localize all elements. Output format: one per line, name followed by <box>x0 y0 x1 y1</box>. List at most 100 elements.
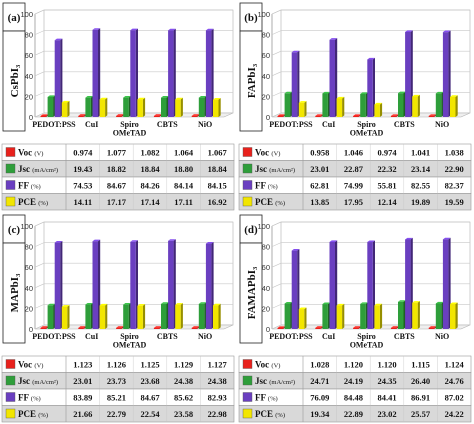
table-cell: 62.81 <box>310 181 329 191</box>
material-label: CsPbI₃ <box>9 64 21 97</box>
row-label-ff: FF (%) <box>18 393 41 403</box>
bar-ff <box>205 241 214 329</box>
row-label-pce: PCE (%) <box>18 197 48 207</box>
table-cell: 84.15 <box>208 181 227 191</box>
y-tick-label: 0 <box>29 325 33 334</box>
bar-jsc <box>161 302 169 329</box>
row-label-pce: PCE (%) <box>18 409 48 419</box>
category-label: CBTS <box>394 332 415 341</box>
row-label-voc: Voc (V) <box>18 360 43 370</box>
table-cell: 1.115 <box>411 360 430 370</box>
bar-jsc <box>360 92 368 117</box>
bar-pce <box>213 303 221 329</box>
table-cell: 84.26 <box>140 181 159 191</box>
bar-pce <box>412 94 420 117</box>
row-label-ff: FF (%) <box>18 181 41 191</box>
table-cell: 0.974 <box>377 148 397 158</box>
bar-jsc <box>123 95 131 117</box>
table-cell: 22.32 <box>377 164 396 174</box>
bar-ff <box>405 237 413 329</box>
row-label-jsc: Jsc (mA/cm²) <box>18 164 58 174</box>
y-tick-label: 80 <box>262 31 270 40</box>
bar-jsc <box>85 96 94 117</box>
table-cell: 24.35 <box>377 376 396 386</box>
table-cell: 22.87 <box>344 164 364 174</box>
table-cell: 19.89 <box>411 197 430 207</box>
bar-ff <box>130 240 138 329</box>
table-cell: 1.064 <box>174 148 194 158</box>
table-cell: 84.48 <box>344 393 363 403</box>
bar-pce <box>175 303 183 329</box>
bar-jsc <box>198 95 207 117</box>
y-tick-label: 100 <box>20 222 33 231</box>
legend-swatch-pce <box>5 196 16 207</box>
bar-pce <box>374 102 383 117</box>
material-label-box <box>2 242 26 344</box>
y-tick-label: 40 <box>25 72 33 81</box>
bar-ff <box>92 239 101 329</box>
table-cell: 23.02 <box>377 409 396 419</box>
table-cell: 23.01 <box>310 164 329 174</box>
row-label-pce: PCE (%) <box>255 409 285 419</box>
legend-swatch-ff <box>5 180 16 190</box>
y-tick-label: 40 <box>262 284 270 293</box>
legend-swatch-pce <box>242 196 253 207</box>
panel-d: (d) FAMAPbI₃ 0 20 40 60 80 100 PEDOT:PSS CuI Spiro… <box>237 212 474 424</box>
y-tick-label: 0 <box>266 325 270 334</box>
bar-ff <box>168 239 176 329</box>
material-label-box <box>239 30 263 132</box>
table-cell: 74.99 <box>344 181 363 191</box>
y-tick-label: 60 <box>25 51 33 60</box>
category-label: OMeTAD <box>113 129 147 138</box>
table-cell: 84.67 <box>140 393 160 403</box>
chart-panel-c: (c) MAPbI₃ 0 20 40 60 80 100 PEDOT:PSS CuI SpiroOM… <box>1 214 235 423</box>
category-label: NiO <box>198 120 212 129</box>
table-cell: 74.53 <box>73 181 92 191</box>
table-cell: 1.028 <box>310 360 329 370</box>
bar-jsc <box>398 91 406 117</box>
bar-pce <box>137 97 146 117</box>
panel-label: (d) <box>244 224 258 236</box>
category-label: CuI <box>322 332 335 341</box>
material-label: FAMAPbI₃ <box>246 266 258 319</box>
y-tick-label: 0 <box>29 113 33 122</box>
chart-panel-b: (b) FAPbI₃ 0 20 40 60 80 100 PEDOT:PSS CuI SpiroOM… <box>238 2 472 211</box>
row-label-ff: FF (%) <box>255 181 278 191</box>
row-label-jsc: Jsc (mA/cm²) <box>255 164 295 174</box>
row-label-jsc: Jsc (mA/cm²) <box>255 376 295 386</box>
table-cell: 16.92 <box>208 197 227 207</box>
table-cell: 84.67 <box>107 181 127 191</box>
material-label: MAPbI₃ <box>9 273 21 312</box>
bar-ff <box>291 249 300 329</box>
table-cell: 17.17 <box>107 197 127 207</box>
y-tick-label: 100 <box>257 222 270 231</box>
table-cell: 12.14 <box>377 197 397 207</box>
legend-swatch-voc <box>5 147 16 157</box>
category-label: CBTS <box>157 332 178 341</box>
category-label: NiO <box>198 332 212 341</box>
bar-jsc <box>322 302 331 329</box>
table-cell: 19.59 <box>445 197 464 207</box>
table-cell: 85.21 <box>107 393 126 403</box>
table-cell: 17.14 <box>140 197 160 207</box>
table-row <box>1 193 235 211</box>
chart-panel-d: (d) FAMAPbI₃ 0 20 40 60 80 100 PEDOT:PSS CuI Spiro… <box>238 214 472 423</box>
bar-ff <box>329 240 338 329</box>
legend-swatch-voc <box>5 359 16 369</box>
table-cell: 21.66 <box>73 409 92 419</box>
y-tick-label: 80 <box>262 243 270 252</box>
legend-swatch-voc <box>242 147 253 157</box>
table-cell: 76.09 <box>310 393 329 403</box>
bar-jsc <box>161 96 169 117</box>
table-cell: 24.19 <box>344 376 363 386</box>
bar-ff <box>130 28 138 118</box>
table-cell: 1.077 <box>107 148 127 158</box>
row-label-pce: PCE (%) <box>255 197 285 207</box>
bar-ff <box>442 237 451 329</box>
table-cell: 26.40 <box>411 376 430 386</box>
bar-ff <box>367 240 375 329</box>
panel-label: (b) <box>244 12 258 24</box>
bar-ff <box>329 38 338 117</box>
table-cell: 22.90 <box>445 164 464 174</box>
category-label: OMeTAD <box>350 341 384 350</box>
